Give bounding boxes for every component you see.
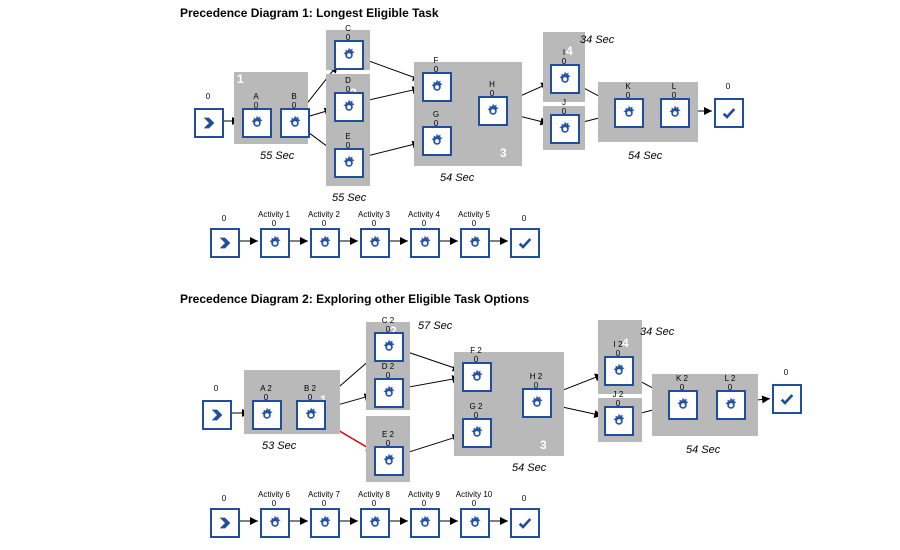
task-node-D2 [374,378,404,408]
task-node-F [422,72,452,102]
task-node-end [714,98,744,128]
task-node-D [334,92,364,122]
task-node-A2 [252,400,282,430]
task-node-L [660,98,690,128]
task-node-start [194,108,224,138]
task-node-H2 [522,388,552,418]
task-node-G [422,126,452,156]
task-node-K [614,98,644,128]
task-node-E2 [374,446,404,476]
task-node-start2 [202,400,232,430]
task-node-K2 [668,390,698,420]
task-node-G2 [462,418,492,448]
task-node-A [242,108,272,138]
task-node-J2 [604,406,634,436]
task-node-E [334,148,364,178]
task-node-H [478,96,508,126]
task-node-B [280,108,310,138]
task-node-C [334,40,364,70]
task-node-I [550,64,580,94]
task-node-J [550,114,580,144]
task-node-I2 [604,356,634,386]
task-node-F2 [462,362,492,392]
task-node-B2 [296,400,326,430]
task-node-L2 [716,390,746,420]
task-node-C2 [374,332,404,362]
task-node-end2 [772,384,802,414]
